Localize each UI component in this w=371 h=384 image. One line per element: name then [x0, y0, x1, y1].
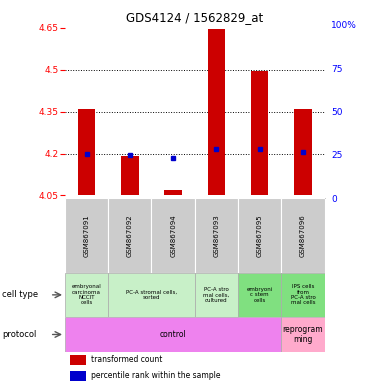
Bar: [65, 273, 108, 317]
Text: GSM867093: GSM867093: [213, 214, 219, 257]
Text: GSM867094: GSM867094: [170, 214, 176, 257]
Text: transformed count: transformed count: [91, 355, 162, 364]
Bar: [208, 29, 225, 195]
Bar: [164, 190, 182, 195]
Text: PC-A stro
mal cells,
cultured: PC-A stro mal cells, cultured: [203, 287, 230, 303]
Bar: [195, 273, 238, 317]
Bar: [78, 109, 95, 195]
Text: cell type: cell type: [2, 290, 38, 300]
Bar: [70, 371, 86, 381]
Text: protocol: protocol: [2, 330, 36, 339]
Bar: [281, 198, 325, 273]
Bar: [195, 198, 238, 273]
Bar: [238, 273, 281, 317]
Bar: [65, 198, 108, 273]
Text: GSM867091: GSM867091: [83, 214, 89, 257]
Text: GSM867092: GSM867092: [127, 214, 133, 257]
Text: PC-A stromal cells,
sorted: PC-A stromal cells, sorted: [126, 290, 177, 300]
Text: percentile rank within the sample: percentile rank within the sample: [91, 371, 220, 381]
Text: control: control: [160, 330, 187, 339]
Text: embryonal
carcinoma
NCCIT
cells: embryonal carcinoma NCCIT cells: [72, 284, 101, 305]
Bar: [121, 156, 138, 195]
Text: GSM867095: GSM867095: [257, 214, 263, 257]
Title: GDS4124 / 1562829_at: GDS4124 / 1562829_at: [126, 11, 263, 24]
Bar: [251, 71, 268, 195]
Bar: [70, 355, 86, 365]
Bar: [281, 273, 325, 317]
Bar: [238, 198, 281, 273]
Text: IPS cells
from
PC-A stro
mal cells: IPS cells from PC-A stro mal cells: [290, 284, 315, 305]
Bar: [65, 317, 281, 352]
Text: reprogram
ming: reprogram ming: [283, 325, 323, 344]
Text: GSM867096: GSM867096: [300, 214, 306, 257]
Bar: [108, 273, 195, 317]
Bar: [151, 198, 195, 273]
Bar: [281, 317, 325, 352]
Bar: [294, 109, 312, 195]
Bar: [108, 198, 151, 273]
Text: embryoni
c stem
cells: embryoni c stem cells: [247, 287, 273, 303]
